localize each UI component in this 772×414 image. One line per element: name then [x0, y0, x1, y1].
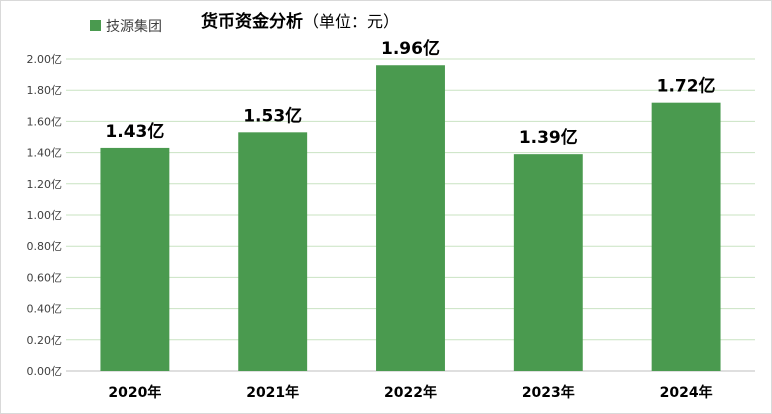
y-tick-label: 0.60亿	[27, 271, 63, 284]
bar	[651, 102, 721, 372]
data-labels: 1.43亿 1.53亿 1.96亿 1.39亿 1.72亿	[105, 38, 715, 148]
x-category-label: 2020年	[108, 384, 161, 401]
y-tick-label: 1.60亿	[27, 115, 63, 128]
legend: 技源集团	[90, 18, 162, 35]
legend-label: 技源集团	[106, 18, 162, 35]
bar	[238, 132, 308, 371]
y-tick-label: 0.00亿	[27, 365, 63, 378]
x-category-label: 2022年	[384, 384, 437, 401]
data-label: 1.96亿	[381, 38, 440, 59]
y-tick-label: 0.40亿	[27, 303, 63, 316]
y-tick-label: 1.00亿	[27, 209, 63, 222]
data-label: 1.39亿	[519, 127, 578, 148]
bar	[100, 147, 170, 371]
x-axis-categories: 2020年 2021年 2022年 2023年 2024年	[108, 384, 712, 401]
legend-swatch	[90, 20, 101, 31]
y-tick-label: 0.80亿	[27, 240, 63, 253]
y-tick-label: 1.20亿	[27, 178, 63, 191]
x-category-label: 2021年	[246, 384, 299, 401]
y-axis-ticks: 0.00亿 0.20亿 0.40亿 0.60亿 0.80亿 1.00亿 1.20亿 1.40亿…	[27, 53, 63, 378]
chart-subtitle: （单位：元）	[303, 12, 399, 31]
y-tick-label: 0.20亿	[27, 334, 63, 347]
chart-title: 货币资金分析	[201, 11, 303, 32]
x-category-label: 2023年	[522, 384, 575, 401]
x-category-label: 2024年	[660, 384, 713, 401]
y-tick-label: 1.40亿	[27, 147, 63, 160]
y-tick-label: 1.80亿	[27, 84, 63, 97]
data-label: 1.72亿	[657, 76, 716, 97]
data-label: 1.43亿	[105, 121, 164, 142]
y-tick-label: 2.00亿	[27, 53, 63, 66]
bar	[376, 65, 445, 372]
bars	[100, 65, 721, 372]
data-label: 1.53亿	[243, 105, 302, 126]
bar	[513, 154, 583, 371]
